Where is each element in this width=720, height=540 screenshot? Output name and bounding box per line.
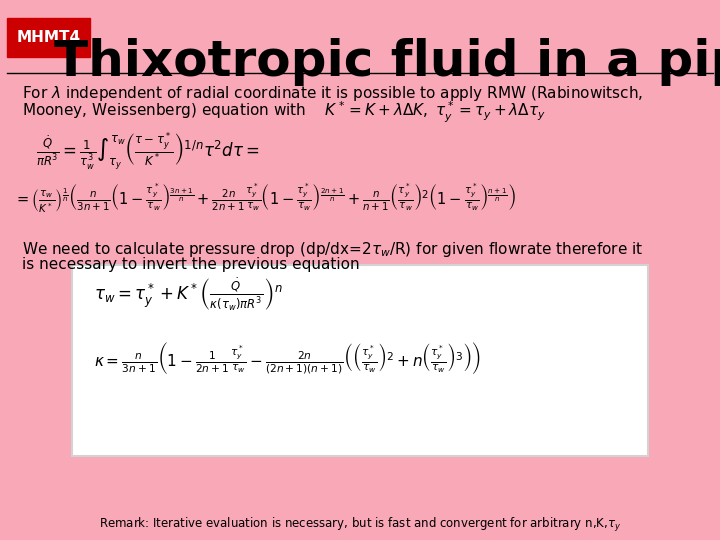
Text: We need to calculate pressure drop (dp/dx=2$\tau_w$/R) for given flowrate theref: We need to calculate pressure drop (dp/d…: [22, 240, 643, 259]
Text: Thixotropic fluid in a pipe: Thixotropic fluid in a pipe: [55, 38, 720, 86]
Text: Mooney, Weissenberg) equation with    $K^* = K + \lambda\Delta K,\ \tau_y^* = \t: Mooney, Weissenberg) equation with $K^* …: [22, 100, 546, 125]
Text: $\frac{\dot{Q}}{\pi R^3} = \frac{1}{\tau_w^3}\int_{\tau_y}^{\tau_w}\left(\frac{\: $\frac{\dot{Q}}{\pi R^3} = \frac{1}{\tau…: [36, 131, 260, 173]
Text: For $\lambda$ independent of radial coordinate it is possible to apply RMW (Rabi: For $\lambda$ independent of radial coor…: [22, 84, 643, 103]
Text: $\tau_w = \tau_y^* + K^*\left(\frac{\dot{Q}}{\kappa(\tau_w)\pi R^3}\right)^n$: $\tau_w = \tau_y^* + K^*\left(\frac{\dot…: [94, 275, 282, 313]
Text: is necessary to invert the previous equation: is necessary to invert the previous equa…: [22, 256, 359, 272]
Text: $= \left(\frac{\tau_w}{K^*}\right)^{\frac{1}{n}}\left(\frac{n}{3n+1}\left(1-\fra: $= \left(\frac{\tau_w}{K^*}\right)^{\fra…: [14, 181, 516, 215]
Text: Remark: Iterative evaluation is necessary, but is fast and convergent for arbitr: Remark: Iterative evaluation is necessar…: [99, 516, 621, 534]
Text: MHMT4: MHMT4: [17, 30, 81, 45]
Text: $\kappa = \frac{n}{3n+1}\left(1 - \frac{1}{2n+1}\frac{\tau_y^*}{\tau_w} - \frac{: $\kappa = \frac{n}{3n+1}\left(1 - \frac{…: [94, 340, 481, 376]
